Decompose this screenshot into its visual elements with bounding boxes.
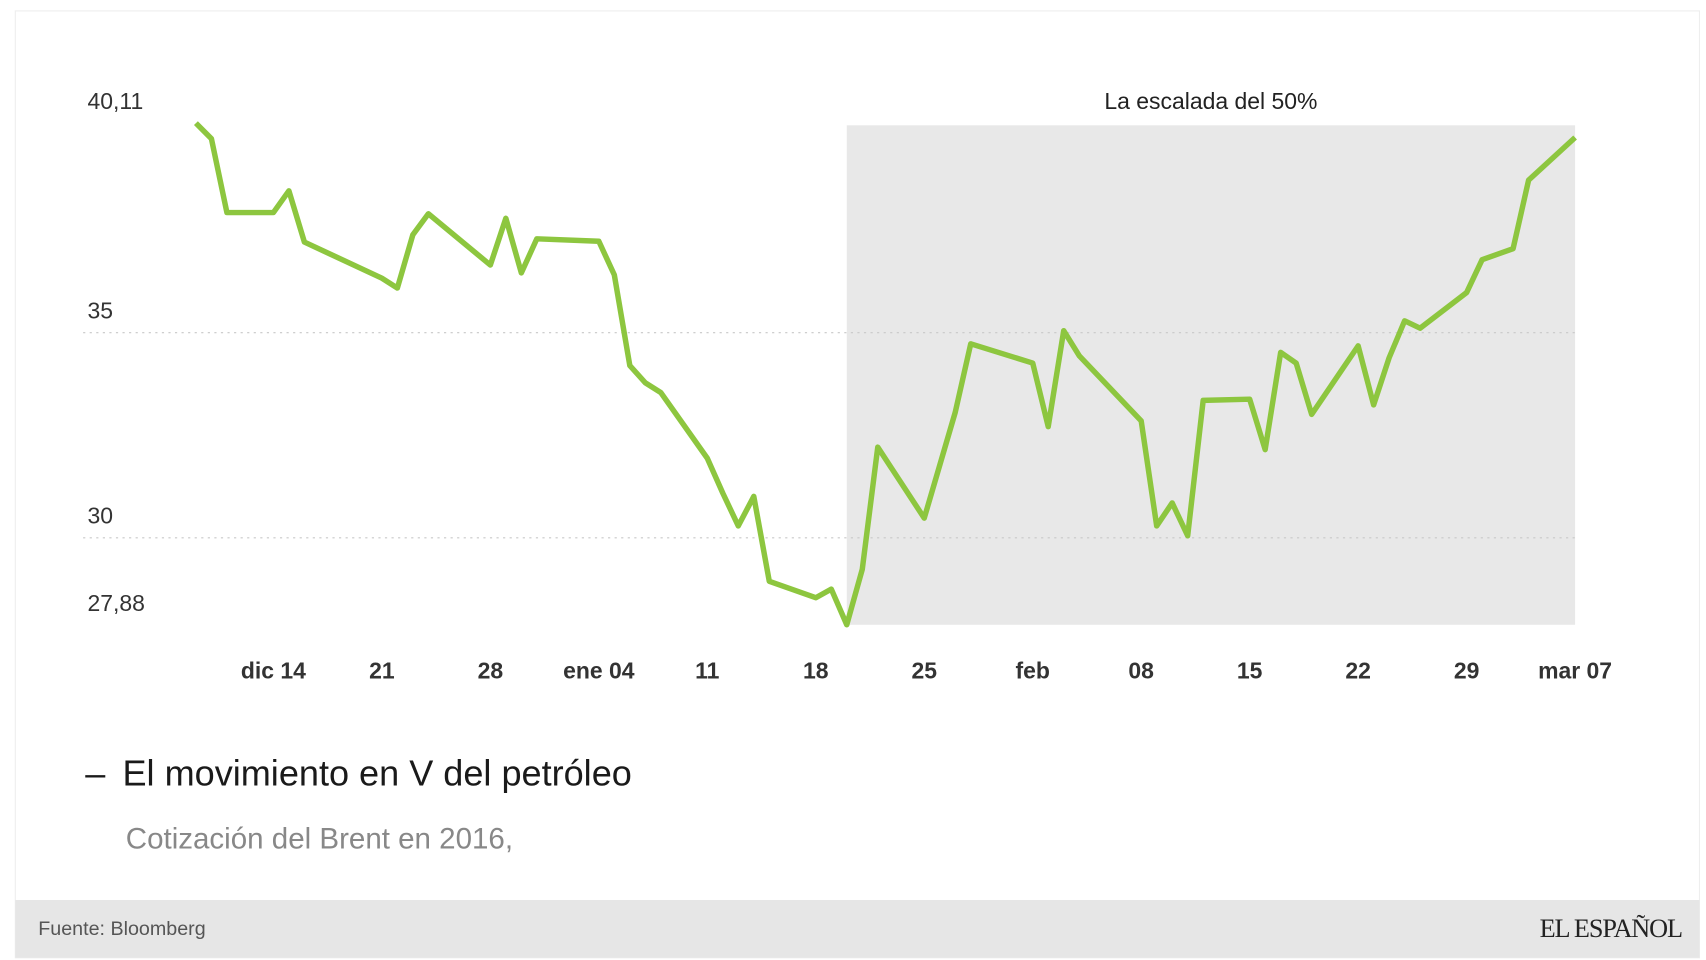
x-tick-label: mar 07 xyxy=(1538,658,1612,684)
y-tick-label: 40,11 xyxy=(87,88,143,114)
x-tick-label: 11 xyxy=(695,658,720,684)
x-tick-label: dic 14 xyxy=(241,658,306,684)
y-tick-label: 35 xyxy=(87,298,113,324)
x-tick-label: ene 04 xyxy=(563,658,635,684)
el-espanol-logo: EL ESPAÑOL xyxy=(1540,914,1682,943)
chart-title: El movimiento en V del petróleo xyxy=(122,752,631,793)
chart-title-dash: – xyxy=(85,752,106,793)
annotation-label: La escalada del 50% xyxy=(1104,88,1317,114)
y-tick-label: 27,88 xyxy=(87,590,144,616)
source-credit: Fuente: Bloomberg xyxy=(38,918,205,940)
chart-subtitle: Cotización del Brent en 2016, xyxy=(126,823,513,856)
annotation-shaded-region xyxy=(846,125,1576,625)
x-tick-label: 15 xyxy=(1237,658,1263,684)
x-tick-label: feb xyxy=(1016,658,1050,684)
footer-bar xyxy=(15,899,1700,958)
x-tick-label: 28 xyxy=(478,658,504,684)
y-tick-label: 30 xyxy=(87,503,113,529)
x-tick-label: 08 xyxy=(1128,658,1154,684)
x-tick-label: 21 xyxy=(369,658,395,684)
x-axis: dic 14 21 28 ene 04 11 18 25 feb 08 15 22 29 mar 07 xyxy=(241,658,1612,684)
x-tick-label: 29 xyxy=(1454,658,1480,684)
x-tick-label: 22 xyxy=(1345,658,1371,684)
x-tick-label: 25 xyxy=(911,658,937,684)
series-line-brent xyxy=(193,121,1577,628)
data-points xyxy=(195,123,1576,625)
y-axis: 40,11 35 30 27,88 xyxy=(87,88,144,616)
x-tick-label: 18 xyxy=(803,658,829,684)
